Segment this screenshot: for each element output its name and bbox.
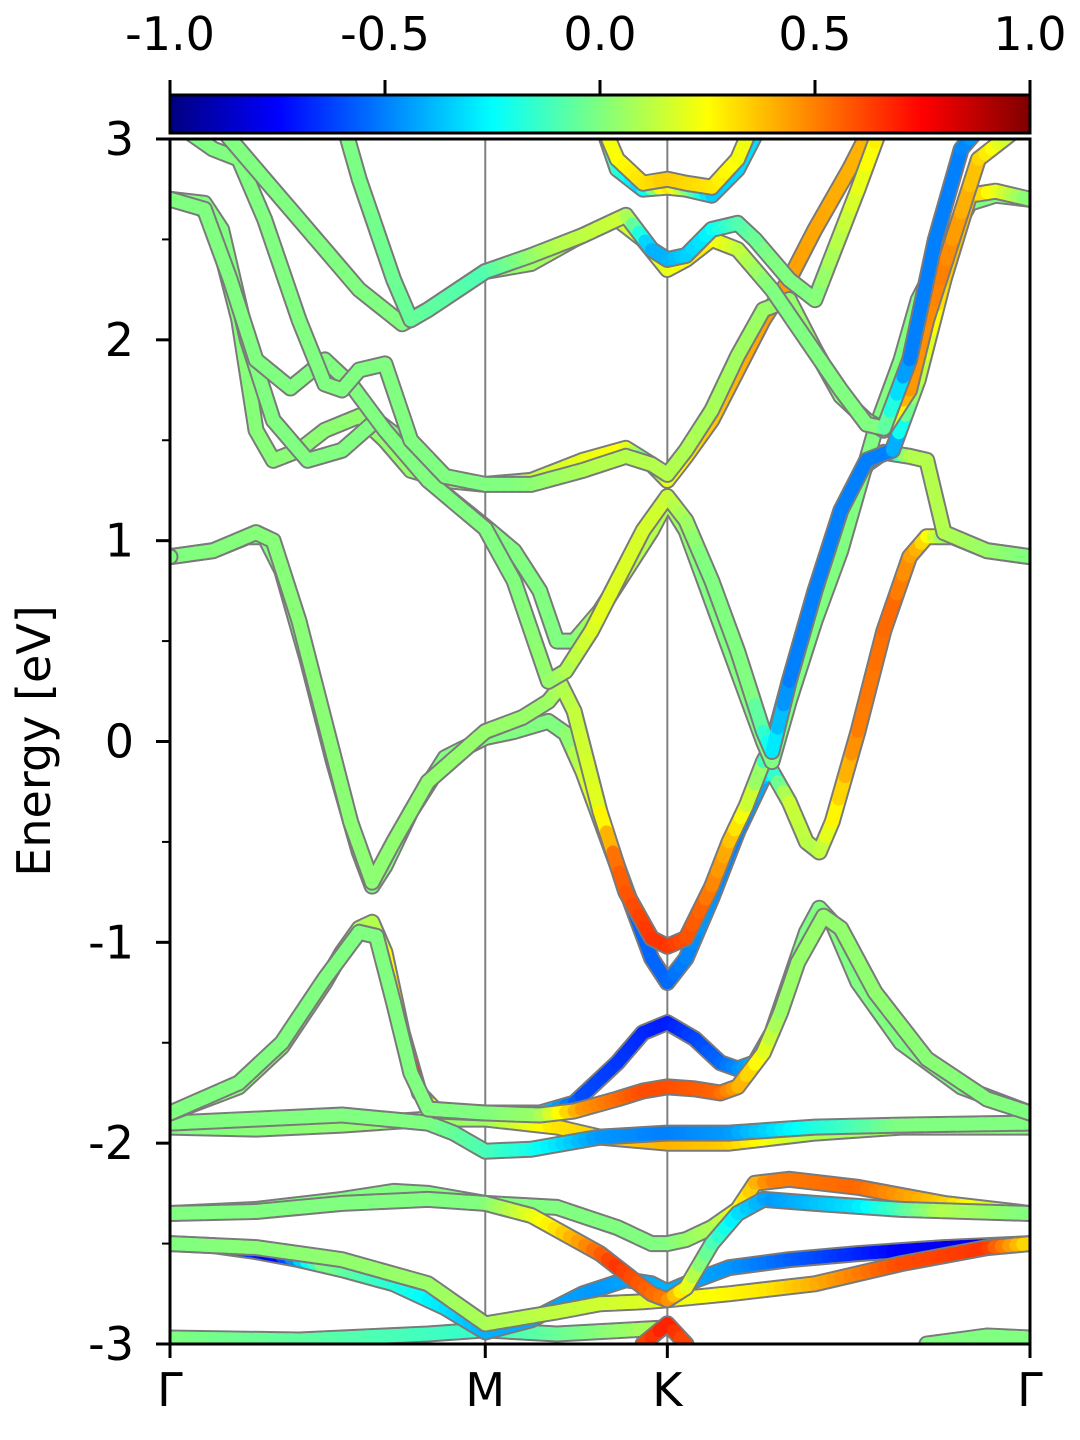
kpoint-label: K	[652, 1363, 684, 1417]
band	[338, 139, 886, 329]
band	[170, 443, 1030, 955]
kpoint-label: Γ	[157, 1363, 183, 1417]
band-segment	[851, 139, 873, 159]
band-outline	[170, 443, 1030, 955]
y-tick-label: -2	[88, 1116, 134, 1170]
colorbar-tick-label: -1.0	[125, 7, 215, 61]
band	[170, 1190, 1030, 1309]
y-axis: -3 -2 -1 0 1 2 3	[88, 112, 170, 1371]
colorbar: -1.0 -0.5 0.0 0.5 1.0	[125, 7, 1067, 135]
colorbar-ticks: -1.0 -0.5 0.0 0.5 1.0	[125, 7, 1067, 95]
band	[170, 182, 1030, 760]
colorbar-tick-label: 0.0	[563, 7, 636, 61]
band-outline	[170, 186, 1030, 771]
y-tick-label: -3	[88, 1317, 134, 1371]
y-tick-label: 0	[105, 715, 134, 769]
band	[170, 186, 1030, 771]
band-segment	[736, 139, 754, 153]
band-lines	[170, 139, 1030, 1344]
band	[170, 1106, 1030, 1160]
y-tick-label: -1	[88, 915, 134, 969]
band	[170, 907, 1030, 1124]
band	[599, 139, 756, 196]
colorbar-tick-label: -0.5	[340, 7, 430, 61]
kpoint-label: Γ	[1017, 1363, 1043, 1417]
y-tick-label: 1	[105, 514, 134, 568]
colorbar-gradient	[168, 93, 1032, 135]
plot-area: -3 -2 -1 0 1 2 3 Γ M K Γ Energy [eV]	[7, 112, 1043, 1417]
y-tick-label: 2	[105, 313, 134, 367]
y-axis-title: Energy [eV]	[7, 605, 61, 876]
colorbar-tick-label: 1.0	[993, 7, 1066, 61]
colorbar-tick-label: 0.5	[778, 7, 851, 61]
band	[170, 1319, 676, 1344]
y-tick-label: 3	[105, 112, 134, 166]
kpoint-label: M	[465, 1363, 505, 1417]
